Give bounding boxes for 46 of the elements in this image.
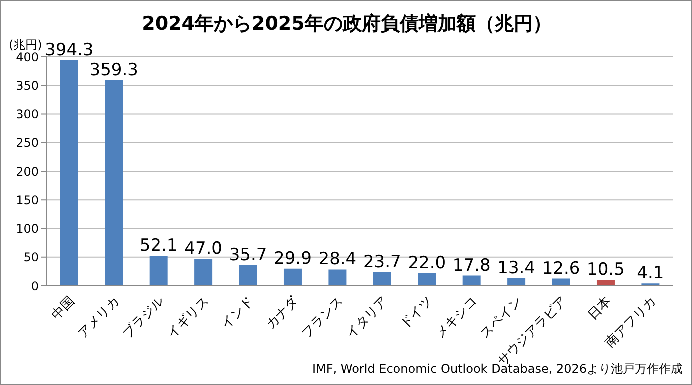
text: IMF, World Economic Outlook Database, 2026より池戸万作作成 xyxy=(312,362,683,378)
data-label: 10.5 xyxy=(587,260,625,280)
data-label: 394.3 xyxy=(45,40,94,60)
chart-title: 2024年から2025年の政府負債増加額（兆円） xyxy=(141,12,553,37)
bar xyxy=(60,60,78,286)
y-tick-label: 350 xyxy=(16,78,39,93)
y-tick-label: 150 xyxy=(16,193,39,208)
y-tick-label: 200 xyxy=(16,164,39,179)
data-label: 28.4 xyxy=(318,250,357,270)
x-tick-label: イタリア xyxy=(344,294,392,342)
data-label: 52.1 xyxy=(140,236,178,256)
bar xyxy=(552,278,570,286)
bar xyxy=(105,80,124,286)
y-tick-label: 100 xyxy=(16,222,39,236)
data-label: 47.0 xyxy=(184,239,222,260)
x-tick-label: インド xyxy=(218,294,258,332)
x-tick-label: メキシコ xyxy=(433,294,481,342)
bar xyxy=(373,272,392,286)
bar xyxy=(239,266,258,286)
data-label: 13.4 xyxy=(498,258,536,278)
y-axis-title: (兆円) xyxy=(9,37,42,52)
bar xyxy=(462,276,481,286)
y-tick-label: 0 xyxy=(31,279,39,294)
bar xyxy=(596,280,615,286)
data-label: 22.0 xyxy=(408,253,446,274)
bar xyxy=(508,278,526,286)
y-tick-label: 400 xyxy=(16,50,39,64)
data-label: 29.9 xyxy=(274,248,312,269)
bar xyxy=(328,270,347,286)
x-tick-label: アメリカ xyxy=(76,294,123,342)
data-label: 17.8 xyxy=(452,256,491,276)
y-tick-label: 50 xyxy=(24,250,39,265)
y-tick-label: 250 xyxy=(16,136,39,150)
data-label: 23.7 xyxy=(363,252,402,272)
data-label: 359.3 xyxy=(90,60,138,80)
bar xyxy=(284,268,302,286)
bar xyxy=(194,259,213,286)
bar xyxy=(150,256,168,286)
data-label: 12.6 xyxy=(542,258,580,279)
x-tick-label: 日本 xyxy=(586,294,615,324)
x-tick-label: 中国 xyxy=(49,294,78,324)
x-tick-label: ドイツ xyxy=(398,294,436,332)
data-label: 4.1 xyxy=(637,264,664,284)
data-label: 35.7 xyxy=(229,246,268,266)
bar xyxy=(418,273,436,286)
y-tick-label: 300 xyxy=(16,108,39,122)
